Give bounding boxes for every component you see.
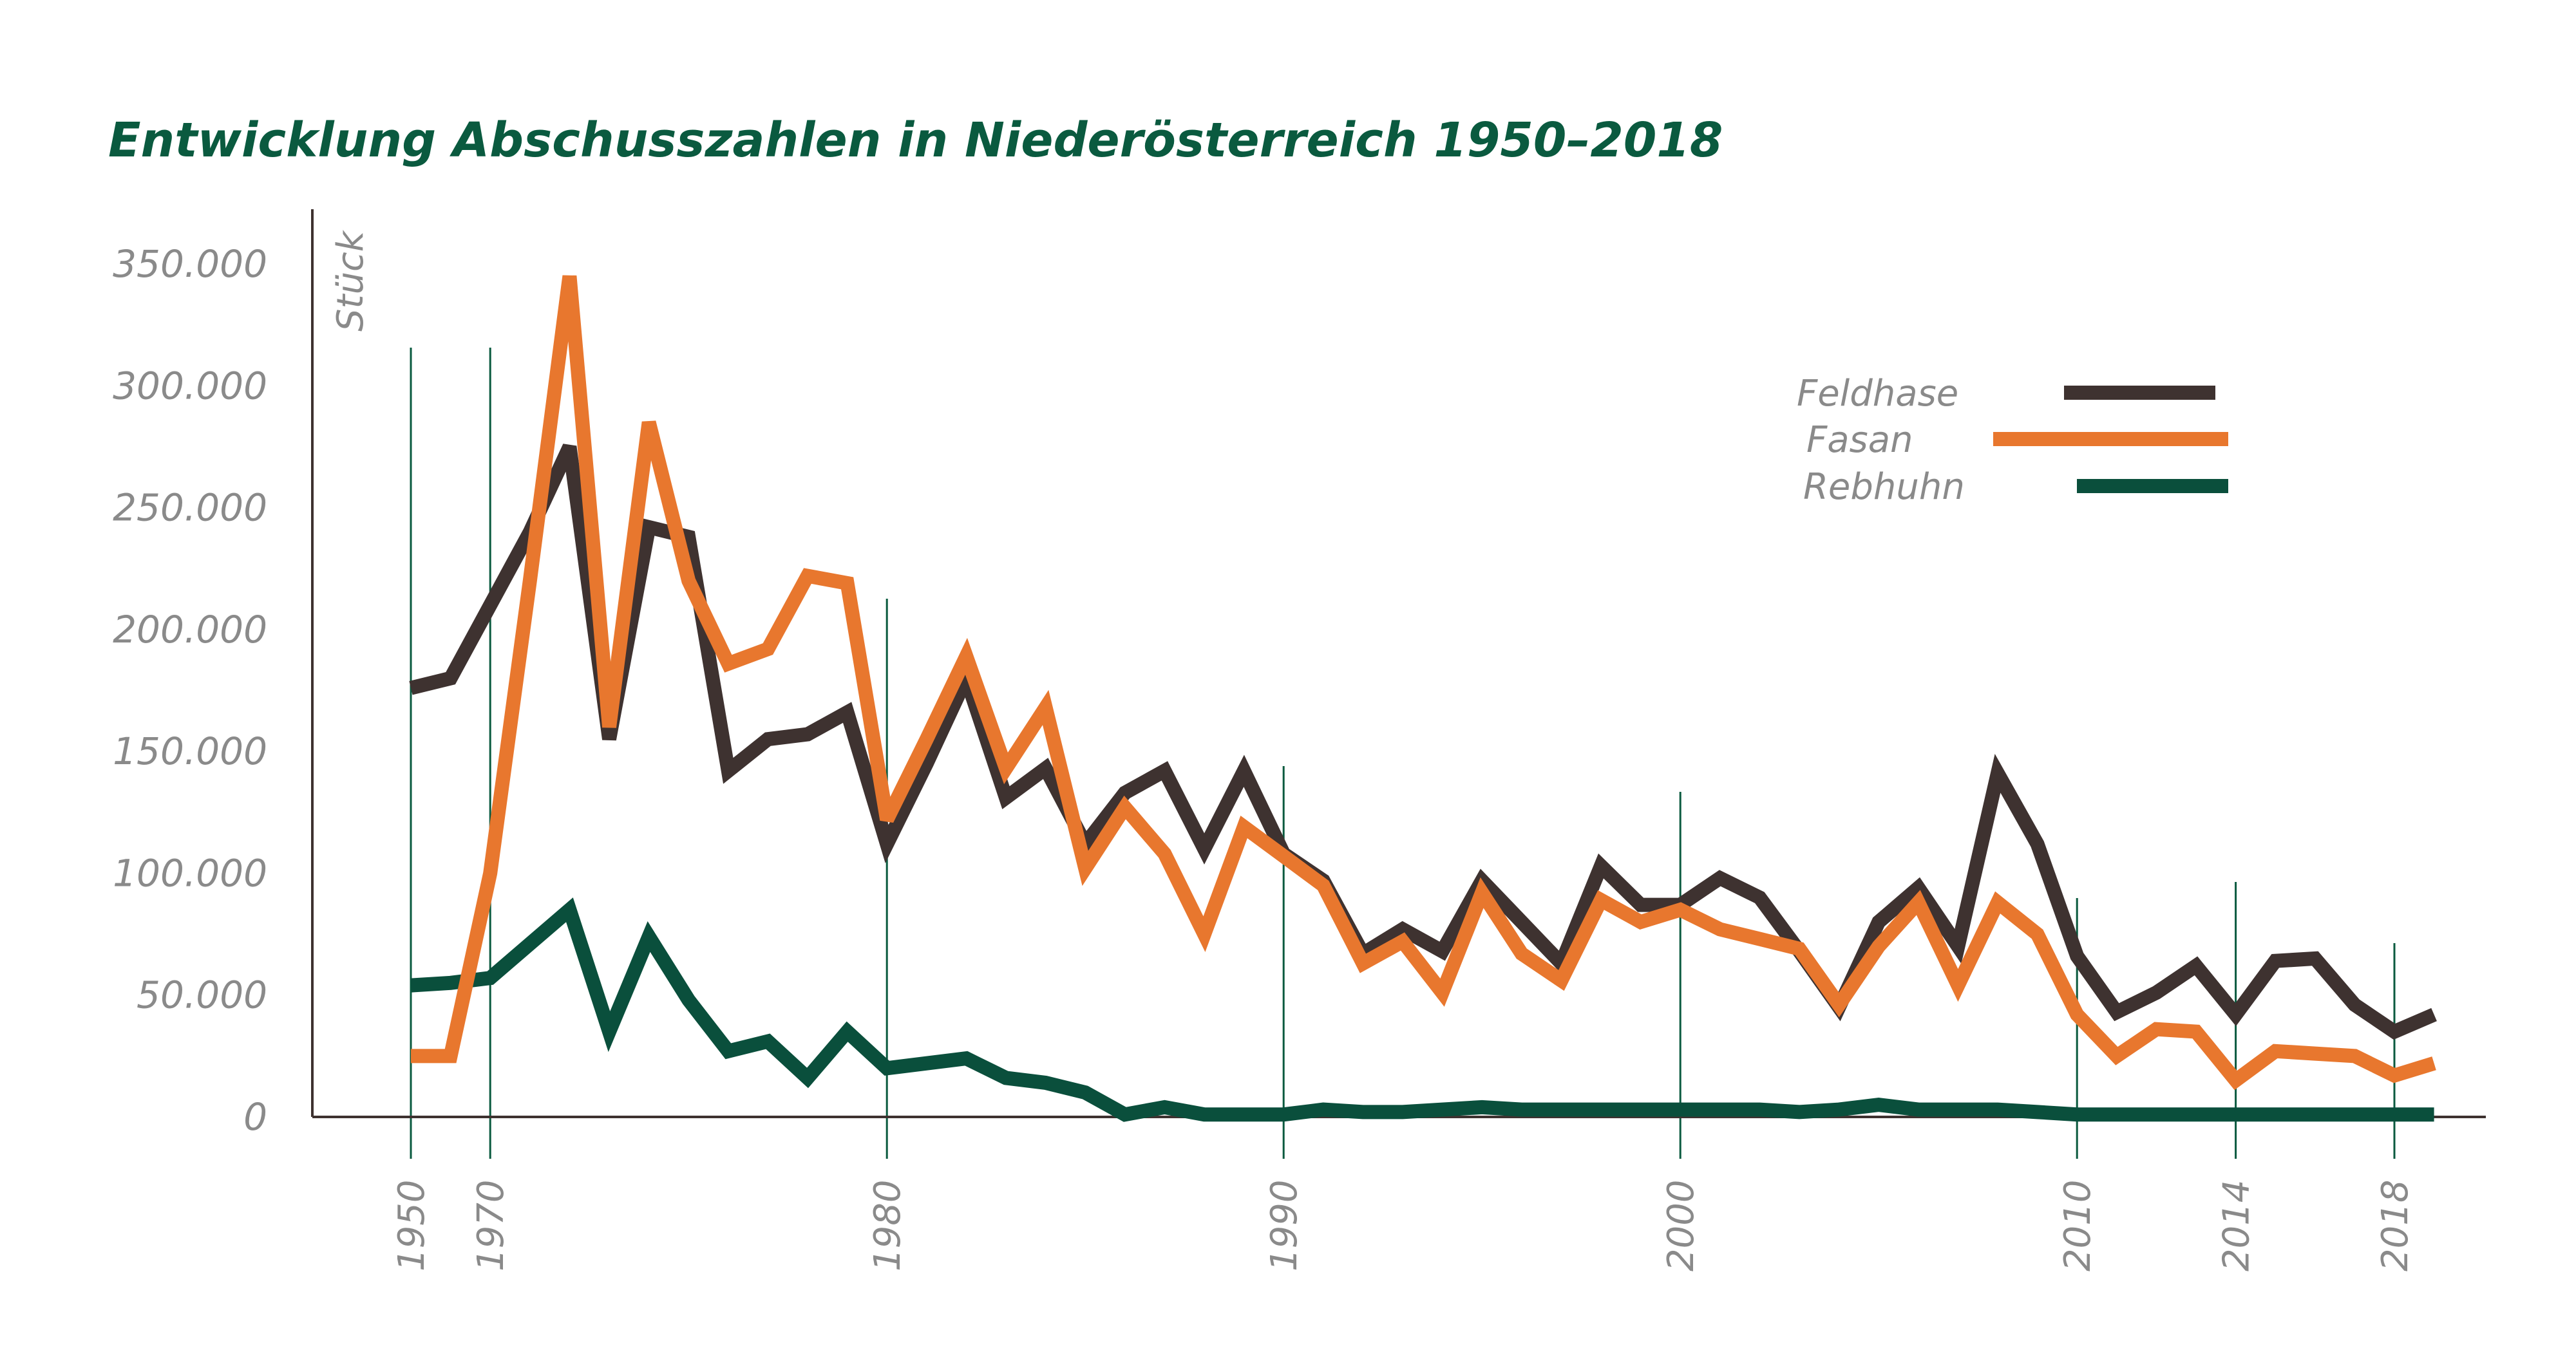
series-line-fasan xyxy=(411,275,2436,1091)
y-tick-label: 250.000 xyxy=(113,486,267,530)
y-tick-label: 100.000 xyxy=(113,851,267,895)
series-line-rebhuhn xyxy=(410,897,2434,1122)
x-tick-label: 2010 xyxy=(2057,1179,2099,1271)
legend-label-feldhase: Feldhase xyxy=(1797,373,1958,415)
axes xyxy=(311,209,2486,1118)
chart-title: Entwicklung Abschusszahlen in Niederöste… xyxy=(108,113,1723,168)
legend-label-rebhuhn: Rebhuhn xyxy=(1803,466,1965,508)
y-axis-ticks: 0 50.000 100.000 150.000 200.000 250.000 300.0… xyxy=(113,242,267,1139)
x-tick-label: 1950 xyxy=(391,1179,433,1271)
y-tick-label: 300.000 xyxy=(113,364,267,408)
y-tick-label: 200.000 xyxy=(113,608,267,651)
series-line-feldhase xyxy=(409,444,2437,1040)
x-tick-label: 1970 xyxy=(470,1179,512,1271)
legend-label-fasan: Fasan xyxy=(1806,419,1913,461)
x-axis-ticks: 1950 1970 1980 1990 2000 2010 2014 2018 xyxy=(391,1179,2416,1271)
series-lines xyxy=(409,275,2437,1122)
x-tick-label: 1980 xyxy=(867,1179,909,1271)
x-tick-label: 2014 xyxy=(2216,1179,2258,1271)
x-tick-label: 2018 xyxy=(2374,1179,2416,1271)
y-axis-label: Stück xyxy=(330,229,372,332)
y-tick-label: 50.000 xyxy=(137,973,267,1017)
y-tick-label: 150.000 xyxy=(113,729,267,773)
y-tick-label: 0 xyxy=(243,1095,267,1139)
y-tick-label: 350.000 xyxy=(113,242,267,286)
x-tick-label: 2000 xyxy=(1660,1179,1702,1271)
x-tick-label: 1990 xyxy=(1264,1179,1305,1271)
